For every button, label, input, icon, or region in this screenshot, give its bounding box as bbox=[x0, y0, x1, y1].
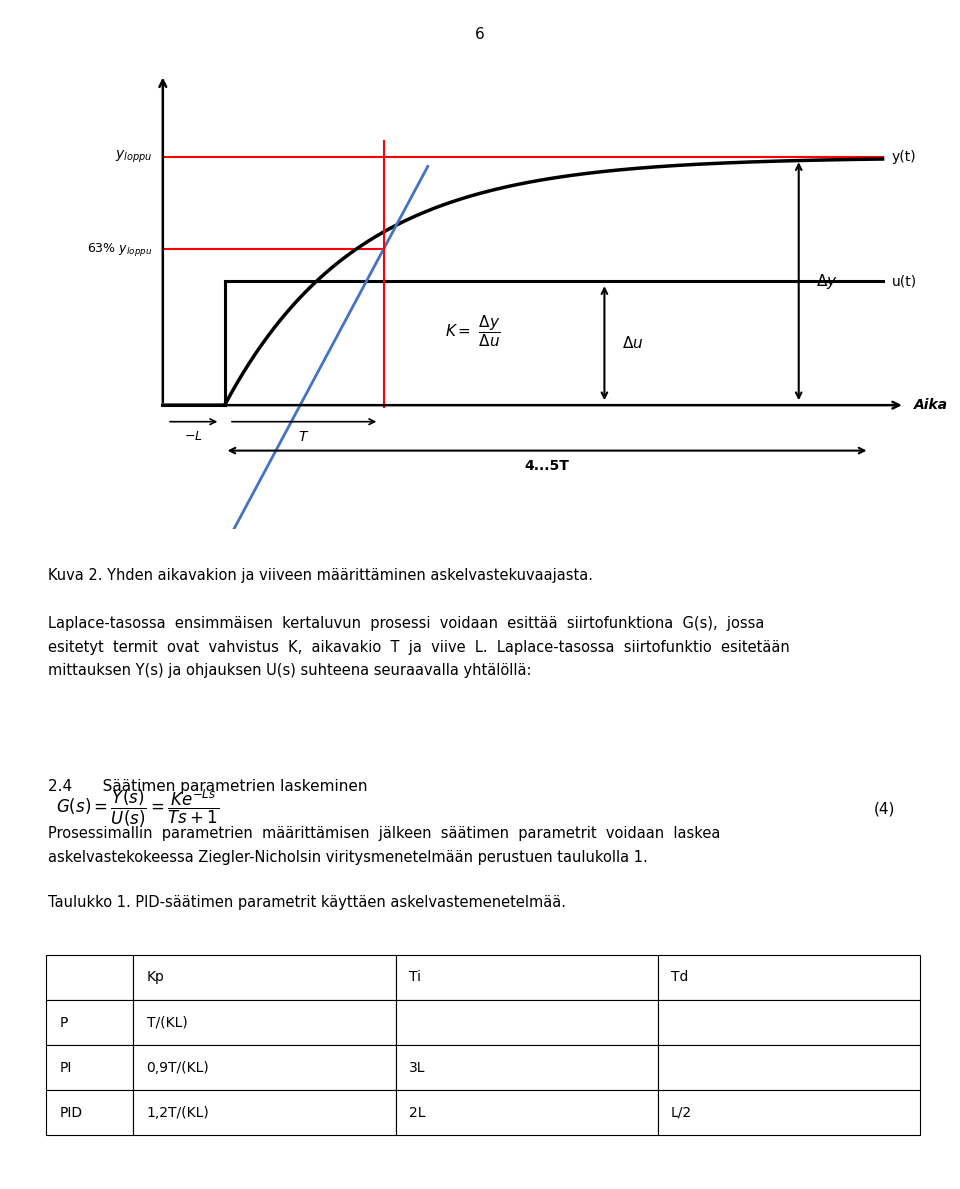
Text: 2L: 2L bbox=[409, 1106, 425, 1120]
Bar bbox=[658, 1045, 920, 1090]
Bar bbox=[133, 1045, 396, 1090]
Text: T/(KL): T/(KL) bbox=[147, 1015, 187, 1030]
Text: $K=\ \dfrac{\Delta y}{\Delta u}$: $K=\ \dfrac{\Delta y}{\Delta u}$ bbox=[445, 313, 501, 348]
Text: $-L$: $-L$ bbox=[184, 430, 204, 443]
Text: Kuva 2. Yhden aikavakion ja viiveen määrittäminen askelvastekuvaajasta.: Kuva 2. Yhden aikavakion ja viiveen määr… bbox=[48, 568, 593, 584]
Bar bbox=[133, 1090, 396, 1135]
Text: 4...5T: 4...5T bbox=[524, 459, 569, 473]
Text: 3L: 3L bbox=[409, 1061, 425, 1075]
Text: PID: PID bbox=[60, 1106, 83, 1120]
Bar bbox=[396, 1045, 658, 1090]
Text: Kp: Kp bbox=[147, 970, 164, 984]
Text: L/2: L/2 bbox=[671, 1106, 692, 1120]
Bar bbox=[658, 1000, 920, 1045]
Text: $y_{loppu}$: $y_{loppu}$ bbox=[115, 149, 153, 165]
Text: u(t): u(t) bbox=[892, 275, 917, 288]
Text: $63\%\ y_{loppu}$: $63\%\ y_{loppu}$ bbox=[87, 240, 153, 258]
Text: esitetyt  termit  ovat  vahvistus  K,  aikavakio  T  ja  viive  L.  Laplace-taso: esitetyt termit ovat vahvistus K, aikava… bbox=[48, 640, 790, 655]
Text: Aika: Aika bbox=[914, 398, 948, 413]
Bar bbox=[46, 1045, 133, 1090]
Bar bbox=[133, 1000, 396, 1045]
Bar bbox=[658, 1090, 920, 1135]
Text: askelvastekokeessa Ziegler-Nicholsin viritysmenetelmään perustuen taulukolla 1.: askelvastekokeessa Ziegler-Nicholsin vir… bbox=[48, 850, 648, 866]
Bar bbox=[46, 955, 133, 1000]
Text: $T$: $T$ bbox=[299, 430, 310, 443]
Bar bbox=[133, 955, 396, 1000]
Text: $\Delta u$: $\Delta u$ bbox=[622, 335, 643, 351]
Text: Ti: Ti bbox=[409, 970, 420, 984]
Bar bbox=[396, 1090, 658, 1135]
Text: $\mathit{G(s)} = \dfrac{\mathit{Y(s)}}{\mathit{U(s)}} = \dfrac{\mathit{Ke^{-Ls}}: $\mathit{G(s)} = \dfrac{\mathit{Y(s)}}{\… bbox=[56, 788, 219, 829]
Bar bbox=[396, 955, 658, 1000]
Text: 2.4  Säätimen parametrien laskeminen: 2.4 Säätimen parametrien laskeminen bbox=[48, 779, 368, 794]
Text: (4): (4) bbox=[874, 801, 895, 816]
Text: 6: 6 bbox=[475, 27, 485, 43]
Text: PI: PI bbox=[60, 1061, 72, 1075]
Text: Taulukko 1. PID-säätimen parametrit käyttäen askelvastemenetelmää.: Taulukko 1. PID-säätimen parametrit käyt… bbox=[48, 895, 566, 911]
Bar bbox=[396, 1000, 658, 1045]
Text: 0,9T/(KL): 0,9T/(KL) bbox=[147, 1061, 209, 1075]
Text: Laplace-tasossa  ensimmäisen  kertaluvun  prosessi  voidaan  esittää  siirtofunk: Laplace-tasossa ensimmäisen kertaluvun p… bbox=[48, 616, 764, 631]
Bar bbox=[658, 955, 920, 1000]
Bar bbox=[46, 1000, 133, 1045]
Text: Prosessimallin  parametrien  määrittämisen  jälkeen  säätimen  parametrit  voida: Prosessimallin parametrien määrittämisen… bbox=[48, 826, 720, 842]
Text: Td: Td bbox=[671, 970, 688, 984]
Text: P: P bbox=[60, 1015, 67, 1030]
Text: 1,2T/(KL): 1,2T/(KL) bbox=[147, 1106, 209, 1120]
Bar bbox=[46, 1090, 133, 1135]
Text: mittauksen Y(s) ja ohjauksen U(s) suhteena seuraavalla yhtälöllä:: mittauksen Y(s) ja ohjauksen U(s) suhtee… bbox=[48, 663, 532, 679]
Text: $\Delta y$: $\Delta y$ bbox=[816, 272, 838, 291]
Text: y(t): y(t) bbox=[892, 150, 916, 164]
